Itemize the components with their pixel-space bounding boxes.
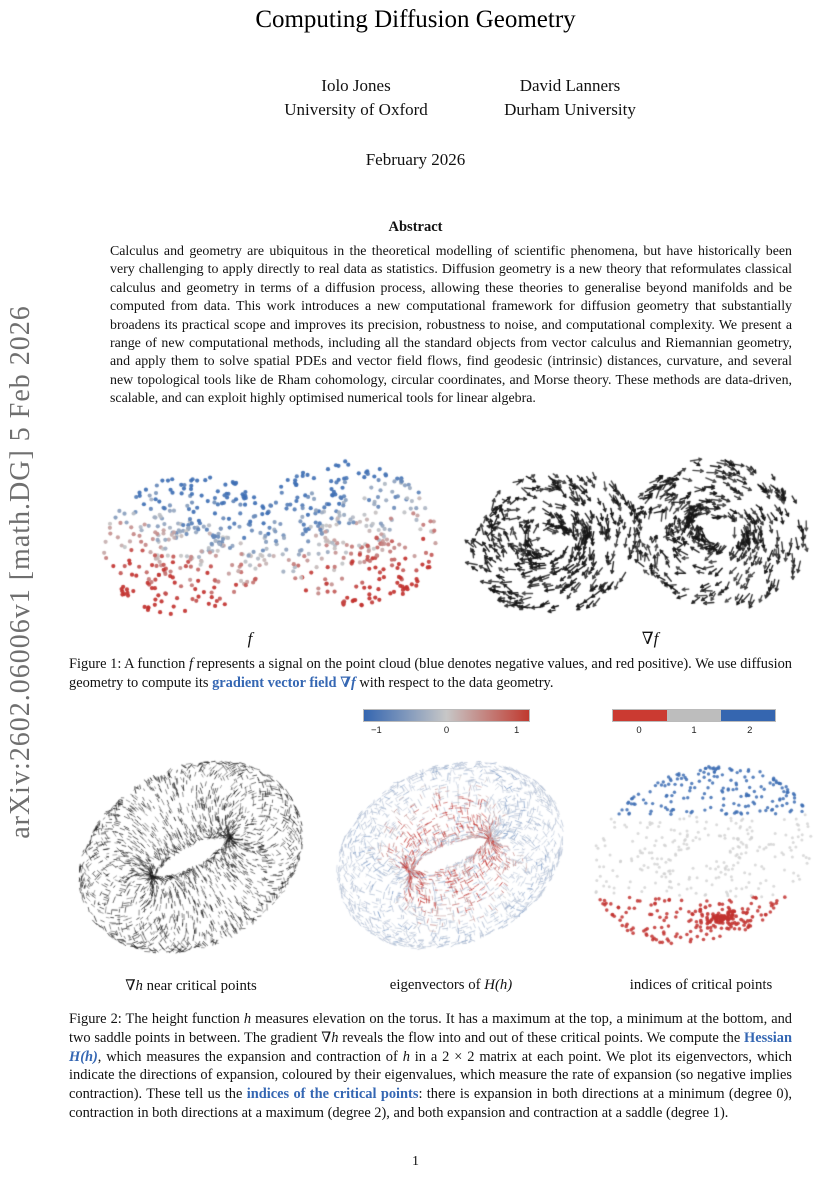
figure1-signal-pointcloud — [83, 446, 463, 636]
figure1-gradient-field — [455, 443, 830, 633]
colorbar-tick-label: 0 — [636, 725, 642, 736]
panel-label-text: near critical points — [142, 978, 257, 994]
link-text: gradient vector field — [212, 675, 341, 692]
colorbar-tick-label: 1 — [513, 725, 520, 736]
author-affiliation: Durham University — [504, 100, 636, 119]
caption-text: Figure 1: A function — [69, 656, 189, 672]
abstract-text: Calculus and geometry are ubiquitous in … — [110, 244, 792, 407]
figure2-eigenvector-torus — [325, 737, 575, 977]
math-h: h — [243, 1011, 252, 1027]
author-name: David Lanners — [519, 76, 621, 95]
colorbar-eigenvalues — [363, 709, 530, 722]
math-grad-f: ∇f — [340, 675, 356, 692]
math-grad-h: ∇h — [321, 1029, 339, 1046]
colorbar-indices-ticks: 0 1 2 — [612, 725, 776, 737]
figure2-panel-label-gradient: ∇h near critical points — [64, 977, 318, 995]
caption-text: Figure 2: The height function — [69, 1011, 244, 1027]
colorbar-tick-label: 0 — [443, 725, 450, 736]
panel-label-text: eigenvectors of — [389, 977, 485, 993]
gradient-vector-field-link[interactable]: gradient vector field ∇f — [212, 675, 356, 691]
colorbar-tick-label: −1 — [370, 725, 382, 736]
math-f: f — [188, 656, 193, 672]
math-hessian: H(h) — [484, 977, 513, 993]
math-grad-f: ∇f — [641, 629, 659, 648]
caption-text: with respect to the data geometry. — [355, 675, 554, 692]
hessian-link[interactable]: Hessian H(h) — [69, 1030, 792, 1065]
math-grad-h: ∇h — [125, 978, 143, 994]
figure1-label-f: f — [60, 629, 440, 649]
figure1-label-grad-f: ∇f — [460, 629, 831, 649]
indices-of-critical-points-link[interactable]: indices of the critical points — [246, 1086, 419, 1103]
caption-text: in a 2 × 2 matrix at each point. We plot… — [69, 1048, 792, 1103]
figure2-panel-label-indices: indices of critical points — [576, 977, 826, 994]
paper-title: Computing Diffusion Geometry — [255, 6, 576, 33]
caption-text: represents a signal on the point cloud (… — [69, 656, 792, 692]
math-hessian: H(h) — [69, 1048, 98, 1065]
link-text: Hessian — [744, 1029, 792, 1046]
caption-text: : there is expansion in both directions … — [69, 1086, 792, 1121]
caption-text: , which measures the expansion and contr… — [97, 1048, 403, 1065]
figure2-panel-label-eigenvectors: eigenvectors of H(h) — [322, 977, 580, 994]
page-number: 1 — [412, 1154, 419, 1169]
figure2-index-torus — [580, 741, 825, 976]
abstract-heading: Abstract — [388, 219, 443, 235]
arxiv-stamp: arXiv:2602.06006v1 [math.DG] 5 Feb 2026 — [5, 305, 36, 839]
figure1-caption: Figure 1: A function f represents a sign… — [69, 655, 792, 694]
author-name: Iolo Jones — [321, 76, 391, 95]
panel-label-text: indices of critical points — [629, 977, 773, 993]
figure2-gradient-torus — [66, 740, 316, 980]
caption-text: measures elevation on the torus. It has … — [69, 1011, 792, 1046]
colorbar-tick-label: 1 — [691, 725, 697, 736]
math-f: f — [247, 629, 253, 648]
author-block-1: Iolo Jones University of Oxford — [246, 74, 466, 122]
figure2-caption: Figure 2: The height function h measures… — [69, 1010, 792, 1123]
colorbar-indices — [612, 709, 776, 722]
colorbar-tick-label: 2 — [747, 725, 753, 736]
caption-text: reveals the flow into and out of these c… — [338, 1029, 745, 1046]
math-h: h — [402, 1048, 410, 1065]
author-block-2: David Lanners Durham University — [460, 74, 680, 122]
author-affiliation: University of Oxford — [284, 100, 428, 119]
colorbar-eigenvalues-ticks: −1 0 1 — [363, 725, 530, 737]
paper-date: February 2026 — [365, 150, 466, 169]
